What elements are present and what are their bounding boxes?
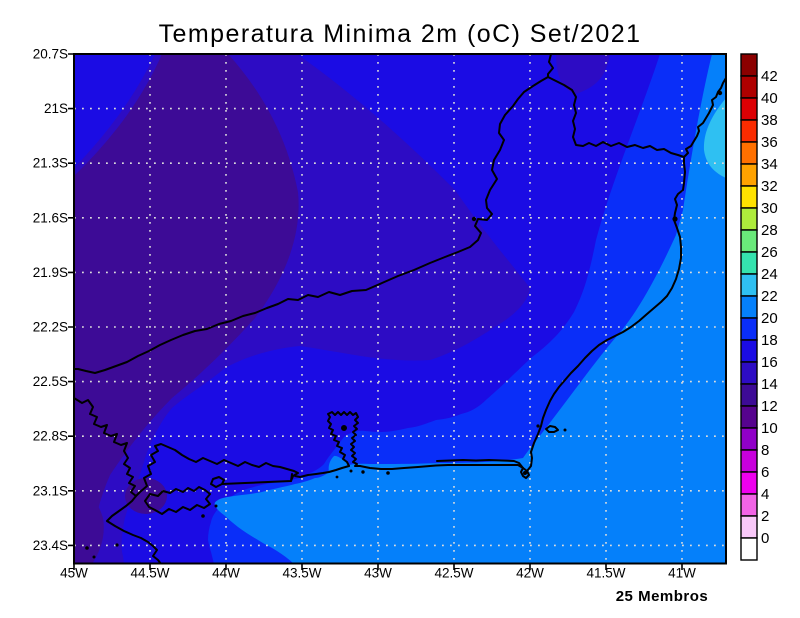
svg-text:25 Membros: 25 Membros <box>616 588 709 605</box>
svg-text:38: 38 <box>761 112 778 129</box>
svg-text:23.4S: 23.4S <box>33 538 68 553</box>
svg-text:21.3S: 21.3S <box>33 156 68 171</box>
svg-text:32: 32 <box>761 178 778 195</box>
svg-text:40: 40 <box>761 90 778 107</box>
svg-text:21S: 21S <box>44 101 68 116</box>
svg-text:42.5W: 42.5W <box>434 566 473 581</box>
svg-text:20: 20 <box>761 310 778 327</box>
svg-text:4: 4 <box>761 486 769 503</box>
svg-text:16: 16 <box>761 354 778 371</box>
svg-text:12: 12 <box>761 398 778 415</box>
svg-text:42W: 42W <box>516 566 544 581</box>
svg-text:41.5W: 41.5W <box>586 566 625 581</box>
svg-text:20.7S: 20.7S <box>33 47 68 62</box>
svg-text:23.1S: 23.1S <box>33 483 68 498</box>
svg-text:22.8S: 22.8S <box>33 429 68 444</box>
svg-text:44.5W: 44.5W <box>130 566 169 581</box>
svg-text:14: 14 <box>761 376 778 393</box>
svg-text:28: 28 <box>761 222 778 239</box>
svg-text:45W: 45W <box>60 566 88 581</box>
svg-text:10: 10 <box>761 420 778 437</box>
svg-text:21.9S: 21.9S <box>33 265 68 280</box>
svg-text:22.5S: 22.5S <box>33 374 68 389</box>
svg-text:22: 22 <box>761 288 778 305</box>
svg-text:36: 36 <box>761 134 778 151</box>
svg-text:2: 2 <box>761 508 769 525</box>
svg-text:26: 26 <box>761 244 778 261</box>
svg-text:24: 24 <box>761 266 778 283</box>
svg-text:0: 0 <box>761 530 769 547</box>
svg-text:6: 6 <box>761 464 769 481</box>
svg-text:22.2S: 22.2S <box>33 320 68 335</box>
svg-text:43W: 43W <box>364 566 392 581</box>
svg-text:21.6S: 21.6S <box>33 210 68 225</box>
svg-text:34: 34 <box>761 156 778 173</box>
svg-text:18: 18 <box>761 332 778 349</box>
svg-text:Temperatura Minima 2m (oC) Set: Temperatura Minima 2m (oC) Set/2021 <box>159 20 642 48</box>
svg-text:8: 8 <box>761 442 769 459</box>
svg-text:43.5W: 43.5W <box>282 566 321 581</box>
svg-text:30: 30 <box>761 200 778 217</box>
svg-text:41W: 41W <box>668 566 696 581</box>
svg-text:42: 42 <box>761 68 778 85</box>
svg-text:44W: 44W <box>212 566 240 581</box>
